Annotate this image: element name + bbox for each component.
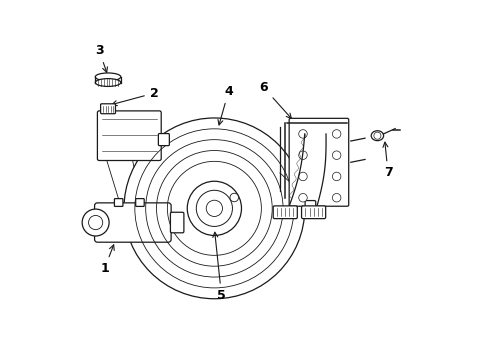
- FancyBboxPatch shape: [170, 212, 183, 233]
- Circle shape: [332, 193, 340, 202]
- FancyBboxPatch shape: [135, 199, 144, 206]
- Text: 6: 6: [259, 81, 291, 118]
- FancyBboxPatch shape: [158, 134, 169, 145]
- Circle shape: [88, 215, 102, 230]
- Circle shape: [298, 130, 306, 138]
- Circle shape: [298, 151, 306, 159]
- Circle shape: [206, 200, 222, 216]
- Circle shape: [298, 172, 306, 181]
- FancyBboxPatch shape: [305, 201, 315, 216]
- Ellipse shape: [370, 131, 383, 141]
- Circle shape: [82, 209, 109, 236]
- FancyBboxPatch shape: [101, 104, 115, 114]
- Text: 2: 2: [112, 87, 158, 105]
- FancyBboxPatch shape: [97, 111, 161, 161]
- Text: 1: 1: [100, 245, 114, 275]
- Ellipse shape: [95, 73, 121, 81]
- FancyBboxPatch shape: [288, 118, 348, 206]
- Circle shape: [332, 172, 340, 181]
- FancyBboxPatch shape: [114, 199, 122, 206]
- Ellipse shape: [95, 78, 121, 86]
- Text: 4: 4: [218, 85, 232, 125]
- FancyBboxPatch shape: [301, 206, 325, 219]
- FancyBboxPatch shape: [94, 203, 171, 242]
- Circle shape: [229, 193, 238, 202]
- Circle shape: [332, 151, 340, 159]
- Circle shape: [187, 181, 241, 235]
- Text: 5: 5: [212, 232, 225, 302]
- FancyBboxPatch shape: [273, 206, 297, 219]
- Circle shape: [332, 130, 340, 138]
- Circle shape: [298, 193, 306, 202]
- Circle shape: [124, 118, 304, 299]
- Circle shape: [373, 132, 380, 139]
- Text: 7: 7: [382, 142, 392, 179]
- Text: 3: 3: [95, 44, 107, 72]
- Circle shape: [196, 190, 232, 226]
